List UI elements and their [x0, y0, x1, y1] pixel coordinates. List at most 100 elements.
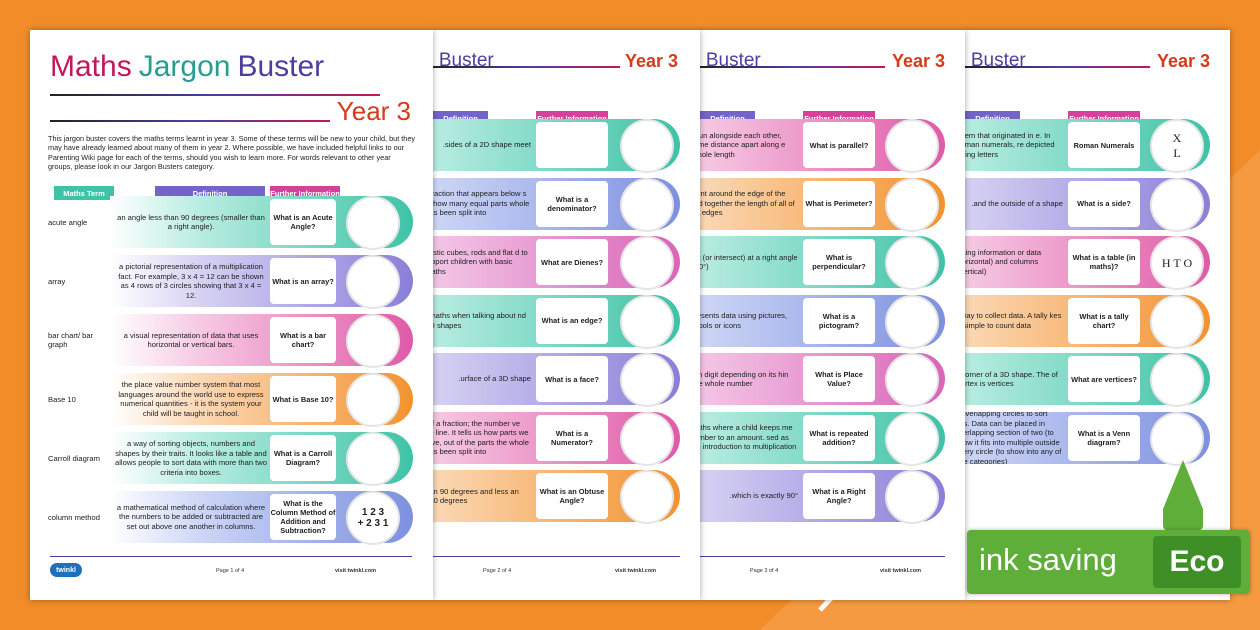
icon — [346, 196, 400, 250]
definition: a fraction that appears below s us how m… — [433, 189, 530, 218]
icon — [620, 470, 674, 524]
icon — [1150, 294, 1204, 349]
info: What is an edge? — [536, 297, 608, 344]
info: What is a denominator? — [536, 180, 608, 227]
page-number: Page 1 of 4 — [216, 568, 245, 574]
info: What is Base 10? — [270, 376, 336, 422]
definition: which is exactly 90°. — [729, 491, 798, 501]
icon — [885, 119, 939, 173]
icon — [620, 119, 674, 173]
icon — [346, 255, 400, 309]
info: What is a Carroll Diagram? — [270, 435, 336, 481]
definition: a visual representation of data that use… — [123, 330, 259, 350]
icon — [885, 236, 939, 290]
definition: enting information or data (horizontal) … — [965, 247, 1042, 276]
badge-eco: Eco — [1153, 536, 1241, 588]
term: Carroll diagram — [48, 453, 100, 463]
column-header: Maths Term — [54, 186, 114, 200]
site: visit twinkl.com — [335, 568, 376, 574]
term: array — [48, 276, 66, 286]
title: n Buster — [965, 50, 1026, 71]
info: What is a Right Angle? — [803, 473, 875, 519]
definition: urface of a 3D shape. — [458, 374, 531, 384]
icon-text: L — [1173, 146, 1181, 160]
page: Maths Jargon Buster Year 3 This jargon buste… — [30, 30, 433, 600]
icon-text: H T O — [1161, 255, 1193, 270]
icon — [885, 353, 939, 407]
definition: e corner of a 3D shape. The of vertex is… — [965, 369, 1058, 389]
info: What is a Numerator? — [536, 414, 608, 461]
definition: plastic cubes, rods and flat d to suppor… — [433, 247, 528, 276]
intro: This jargon buster covers the maths term… — [48, 134, 416, 172]
eco-badge: ink saving Eco — [967, 530, 1250, 594]
definition: h run alongside each other, same distanc… — [700, 130, 786, 159]
definition: an angle less than 90 degrees (smaller t… — [117, 212, 265, 232]
term: Base 10 — [48, 394, 76, 404]
definition: ach digit depending on its hin the whole… — [700, 369, 789, 389]
title-rule — [700, 66, 885, 68]
info: What is parallel? — [803, 122, 875, 168]
info: What is perpendicular? — [803, 239, 875, 285]
title-rule — [965, 66, 1150, 68]
info: What is repeated addition? — [803, 414, 875, 461]
info: What is Place Value? — [803, 356, 875, 402]
definition: presents data using pictures, mbols or i… — [700, 311, 788, 330]
footer-rule — [50, 556, 412, 557]
icon — [885, 177, 939, 232]
definition: ystem that originated in e. In Roman num… — [965, 130, 1055, 159]
icon: 1 2 3 + 2 3 1 — [346, 491, 400, 545]
info: What is an Acute Angle? — [270, 199, 336, 245]
title: n Buster — [700, 50, 761, 71]
icon — [620, 294, 674, 349]
info: What are Dienes? — [536, 239, 608, 285]
year: Year 3 — [624, 51, 678, 71]
year: Year 3 — [1156, 51, 1210, 71]
icon — [620, 177, 674, 232]
title-word: Maths — [50, 50, 132, 83]
term: acute angle — [48, 217, 88, 227]
site: visit twinkl.com — [880, 568, 921, 574]
info: What is a side? — [1068, 180, 1140, 227]
info: What is a bar chart? — [270, 317, 336, 363]
info: What is a pictogram? — [803, 297, 875, 344]
icon — [620, 236, 674, 290]
icon-text: 1 2 3 — [361, 507, 385, 518]
term: column method — [48, 512, 100, 522]
icon — [885, 411, 939, 466]
year: Year 3 — [336, 96, 411, 126]
badge-text: ink saving — [979, 542, 1117, 577]
definition: n maths when talking about nd 3D shapes. — [433, 311, 527, 330]
icon — [1150, 353, 1204, 407]
info: Roman Numerals — [1068, 122, 1140, 168]
title-word: Jargon — [138, 50, 231, 83]
icon — [620, 353, 674, 407]
icon: H T O — [1150, 236, 1204, 290]
icon — [346, 432, 400, 486]
definition: sides of a 2D shape meet. — [442, 140, 531, 150]
definition: g overlapping circles to sort ries. Data… — [965, 411, 1062, 464]
definition: maths where a child keeps me number to a… — [700, 423, 797, 452]
info: What is a table (in maths)? — [1068, 239, 1140, 285]
logo: twinkl — [50, 563, 82, 577]
title-rule — [50, 94, 380, 96]
info: What are vertices? — [1068, 356, 1140, 402]
title: n Buster — [433, 50, 494, 71]
info: What is the Column Method of Addition an… — [270, 494, 336, 540]
definition: and the outside of a shape. — [971, 198, 1063, 208]
definition: eet (or intersect) at a right angle (90°… — [700, 252, 798, 272]
page-number: Page 2 of 4 — [483, 568, 512, 574]
icon — [885, 470, 939, 524]
definition: r of a fraction; the number ve the line.… — [433, 418, 529, 457]
info: What is a tally chart? — [1068, 297, 1140, 344]
title-word: Buster — [237, 50, 325, 83]
icon — [620, 411, 674, 466]
info: What is a Venn diagram? — [1068, 414, 1140, 461]
icon — [346, 314, 400, 368]
definition: ment around the edge of the add together… — [700, 189, 795, 218]
icon — [346, 373, 400, 427]
